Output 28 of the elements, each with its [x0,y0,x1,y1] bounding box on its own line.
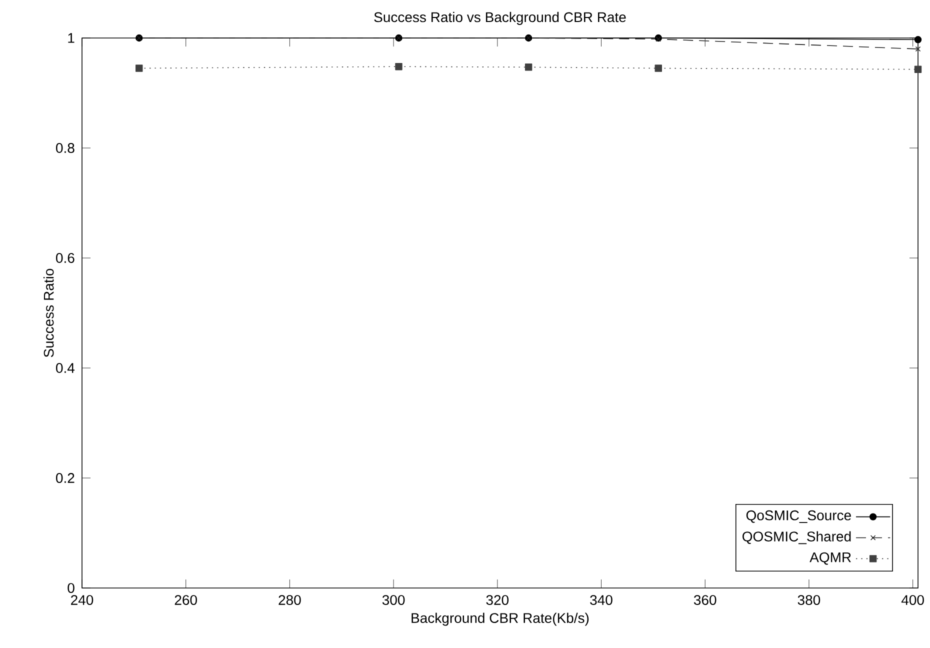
point [136,64,143,72]
x-axis-title: Background CBR Rate(Kb/s) [412,612,589,626]
y-tick-label: 1 [68,33,74,43]
x-tick-label: 280 [278,595,301,605]
x-tick-label: 380 [798,595,820,605]
point [915,46,921,52]
y-tick-label: 0.6 [56,253,74,263]
point [654,64,662,72]
y-tick-label: 0 [68,583,74,593]
x-tick-label: 360 [694,595,716,605]
chart-title: Success Ratio vs Background CBR Rate [374,12,626,25]
point [524,64,532,71]
x-tick-label: 260 [174,595,197,605]
legend-label: AQMR [810,552,851,565]
y-tick-label: 0.4 [56,363,75,373]
x-tick-label: 400 [901,595,924,605]
y-axis-title: Success Ratio [43,268,54,358]
x-tick-label: 300 [382,595,405,605]
point [914,66,922,73]
legend-label: QOSMIC_Shared [742,531,851,544]
y-tick-label: 0.2 [56,473,74,483]
point [914,36,922,44]
x-tick-label: 240 [71,595,94,605]
x-tick-label: 340 [590,595,612,605]
y-tick-label: 0.8 [56,143,74,153]
point [395,62,402,70]
x-tick-label: 320 [486,595,509,605]
legend-label: QoSMIC_Source [746,510,851,523]
